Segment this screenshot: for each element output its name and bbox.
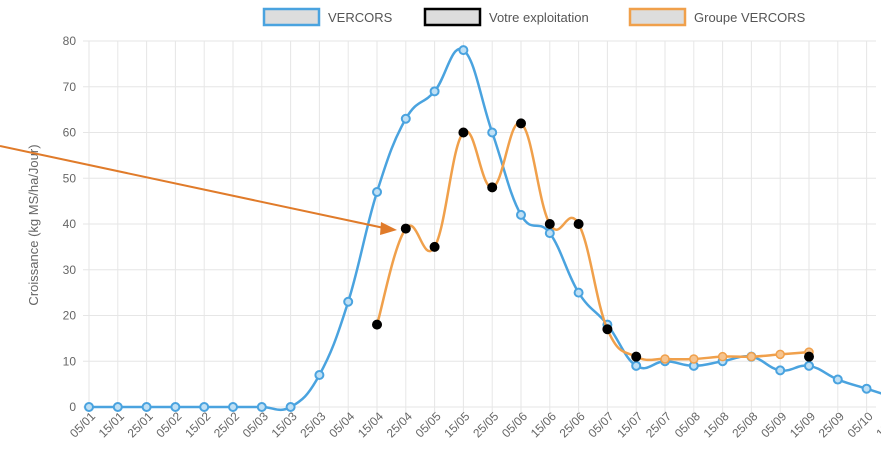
data-point[interactable] — [372, 319, 382, 330]
data-point[interactable] — [170, 402, 181, 412]
data-point[interactable] — [631, 351, 642, 362]
x-tick-label: 15/02 — [182, 409, 213, 440]
data-point[interactable] — [832, 374, 843, 385]
y-tick-label: 60 — [63, 126, 77, 140]
data-point[interactable] — [429, 241, 440, 252]
x-tick-label: 25/09 — [816, 409, 847, 440]
legend-swatch — [262, 7, 321, 27]
x-tick-label: 25/06 — [557, 409, 588, 440]
x-tick-label: 25/01 — [125, 409, 156, 440]
y-tick-label: 30 — [63, 263, 77, 277]
legend-label: VERCORS — [328, 10, 393, 25]
data-point[interactable] — [775, 365, 786, 376]
arrow-line — [0, 145, 385, 229]
data-point[interactable] — [400, 223, 411, 234]
data-point[interactable] — [573, 219, 584, 229]
data-point[interactable] — [775, 349, 785, 360]
data-point[interactable] — [458, 127, 469, 138]
x-tick-label: 25/04 — [384, 409, 415, 440]
data-point[interactable] — [112, 402, 123, 412]
legend-item[interactable]: VERCORS — [262, 7, 393, 27]
x-tick-label: 05/10 — [845, 409, 876, 440]
series-2 — [372, 118, 814, 364]
y-tick-label: 40 — [63, 217, 77, 231]
x-tick-label: 05/08 — [672, 409, 703, 440]
data-point[interactable] — [602, 324, 613, 335]
data-point[interactable] — [689, 354, 699, 364]
arrow-head — [380, 222, 397, 235]
data-point[interactable] — [544, 219, 555, 229]
y-tick-label: 80 — [63, 34, 77, 48]
legend-item[interactable]: Groupe VERCORS — [628, 7, 806, 27]
x-tick-label: 15/08 — [701, 409, 732, 440]
x-tick-label: 15/07 — [614, 409, 645, 440]
y-tick-label: 50 — [63, 171, 77, 185]
data-point[interactable] — [256, 402, 267, 412]
data-point[interactable] — [314, 369, 325, 380]
y-tick-label: 0 — [69, 400, 76, 414]
data-point[interactable] — [84, 402, 94, 412]
data-point[interactable] — [458, 45, 469, 56]
data-point[interactable] — [429, 86, 440, 97]
data-point[interactable] — [544, 228, 555, 239]
x-axis-ticks: 05/0115/0125/0105/0215/0225/0205/0315/03… — [67, 409, 881, 440]
y-axis-ticks: 0 10 20 30 40 50 60 70 80 — [63, 34, 77, 414]
data-point[interactable] — [516, 209, 526, 220]
data-point[interactable] — [487, 127, 498, 138]
data-point[interactable] — [631, 360, 642, 371]
data-point[interactable] — [804, 351, 814, 362]
x-tick-label: 25/08 — [729, 409, 760, 440]
grid-lines — [83, 40, 876, 412]
x-tick-label: 05/02 — [153, 409, 184, 440]
series-layer — [84, 45, 881, 412]
y-tick-label: 20 — [63, 309, 77, 323]
y-axis-title: Croissance (kg MS/ha/Jour) — [26, 144, 41, 305]
data-point[interactable] — [746, 351, 757, 362]
data-point[interactable] — [487, 182, 498, 193]
x-tick-label: 05/07 — [585, 409, 616, 440]
series-1 — [372, 118, 814, 362]
legend-swatch — [628, 7, 687, 27]
data-point[interactable] — [228, 402, 238, 412]
x-tick-label: 05/09 — [758, 409, 789, 440]
x-tick-label: 05/03 — [240, 409, 271, 440]
annotation-arrow — [0, 145, 397, 235]
x-tick-label: 25/05 — [470, 409, 501, 440]
data-point[interactable] — [400, 113, 411, 124]
legend-label: Groupe VERCORS — [694, 10, 806, 25]
y-tick-label: 70 — [63, 80, 77, 94]
legend-label: Votre exploitation — [489, 10, 589, 25]
x-tick-label: 15/01 — [96, 409, 127, 440]
data-point[interactable] — [573, 287, 584, 298]
series-line — [375, 122, 810, 362]
x-tick-label: 25/03 — [297, 409, 328, 440]
data-point[interactable] — [516, 118, 526, 129]
x-tick-label: 15/04 — [355, 409, 386, 440]
data-point[interactable] — [861, 383, 872, 394]
data-point[interactable] — [199, 402, 210, 412]
data-point[interactable] — [717, 351, 728, 362]
data-point[interactable] — [660, 354, 670, 364]
data-point[interactable] — [343, 296, 354, 307]
legend-item[interactable]: Votre exploitation — [423, 7, 589, 27]
x-tick-label: 25/02 — [211, 409, 242, 440]
legend-swatch — [423, 7, 482, 27]
x-tick-label: 15/05 — [441, 409, 472, 440]
x-tick-label: 15/10 — [873, 409, 881, 440]
x-tick-label: 15/09 — [787, 409, 818, 440]
data-point[interactable] — [141, 402, 152, 412]
data-point[interactable] — [372, 186, 382, 197]
x-tick-label: 15/06 — [528, 409, 559, 440]
legend[interactable]: VERCORS Votre exploitation Groupe VERCORS — [262, 7, 806, 27]
y-tick-label: 10 — [63, 354, 77, 368]
data-point[interactable] — [285, 402, 296, 412]
x-tick-label: 05/06 — [499, 409, 530, 440]
x-tick-label: 15/03 — [269, 409, 300, 440]
x-tick-label: 05/05 — [413, 409, 444, 440]
x-tick-label: 25/07 — [643, 409, 674, 440]
x-tick-label: 05/04 — [326, 409, 357, 440]
data-point[interactable] — [804, 360, 814, 371]
